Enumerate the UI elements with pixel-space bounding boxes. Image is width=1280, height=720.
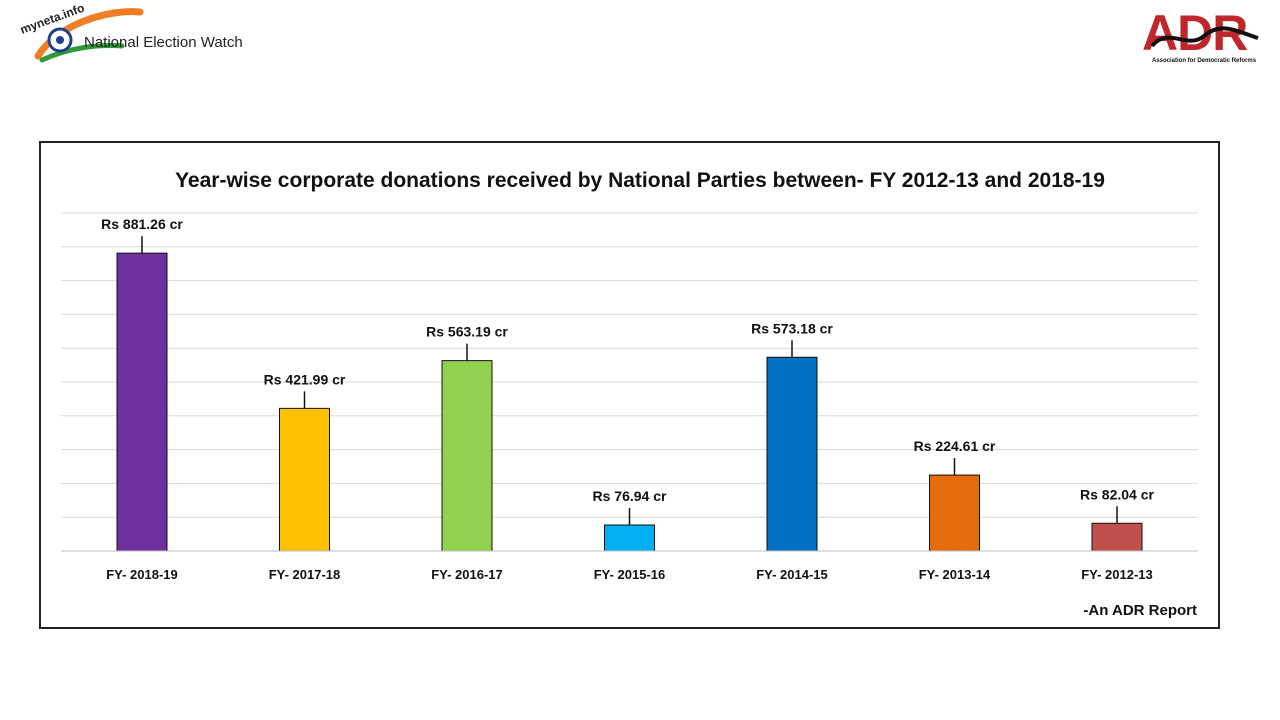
bar bbox=[441, 360, 493, 552]
myneta-logo-graphic: myneta.info National Election Watch bbox=[18, 1, 243, 63]
source-note: -An ADR Report bbox=[1083, 602, 1197, 619]
adr-full-name: Association for Democratic Reforms bbox=[1152, 58, 1257, 64]
bars bbox=[116, 252, 1143, 552]
data-label: Rs 563.19 cr bbox=[426, 324, 508, 340]
adr-logo: ADR Association for Democratic Reforms bbox=[1138, 5, 1268, 68]
x-tick-label: FY- 2017-18 bbox=[269, 567, 341, 582]
data-label: Rs 881.26 cr bbox=[101, 216, 183, 232]
bar bbox=[279, 407, 330, 552]
gridlines bbox=[61, 212, 1198, 518]
chart-title: Year-wise corporate donations received b… bbox=[175, 169, 1105, 192]
bar bbox=[929, 474, 980, 552]
national-election-watch-label: National Election Watch bbox=[84, 34, 243, 51]
adr-swoosh bbox=[1150, 26, 1259, 48]
x-tick-label: FY- 2012-13 bbox=[1081, 567, 1153, 582]
bar bbox=[116, 252, 168, 552]
data-label: Rs 76.94 cr bbox=[593, 488, 667, 504]
bar-chart: Year-wise corporate donations received b… bbox=[61, 169, 1198, 619]
x-tick-label: FY- 2013-14 bbox=[919, 567, 991, 582]
adr-abbr: ADR bbox=[1142, 6, 1248, 61]
x-tick-label: FY- 2016-17 bbox=[431, 567, 503, 582]
x-tick-label: FY- 2015-16 bbox=[594, 567, 666, 582]
data-label-leaders bbox=[141, 236, 1118, 525]
bar bbox=[604, 524, 655, 552]
data-label: Rs 82.04 cr bbox=[1080, 486, 1154, 502]
data-label: Rs 421.99 cr bbox=[264, 371, 346, 387]
data-labels: Rs 881.26 cr Rs 421.99 cr Rs 563.19 cr Rs 7… bbox=[101, 216, 1154, 504]
data-label: Rs 224.61 cr bbox=[914, 438, 996, 454]
chart-frame: Year-wise corporate donations received b… bbox=[39, 141, 1220, 629]
adr-logo-graphic: ADR Association for Democratic Reforms bbox=[1142, 5, 1259, 64]
x-axis-tick-labels: FY- 2018-19 FY- 2017-18 FY- 2016-17 FY- 201… bbox=[106, 567, 1153, 582]
bar bbox=[766, 356, 818, 552]
data-label: Rs 573.18 cr bbox=[751, 320, 833, 336]
bar bbox=[1091, 522, 1143, 552]
x-tick-label: FY- 2014-15 bbox=[756, 567, 828, 582]
myneta-logo: myneta.info National Election Watch bbox=[18, 1, 268, 64]
x-tick-label: FY- 2018-19 bbox=[106, 567, 178, 582]
